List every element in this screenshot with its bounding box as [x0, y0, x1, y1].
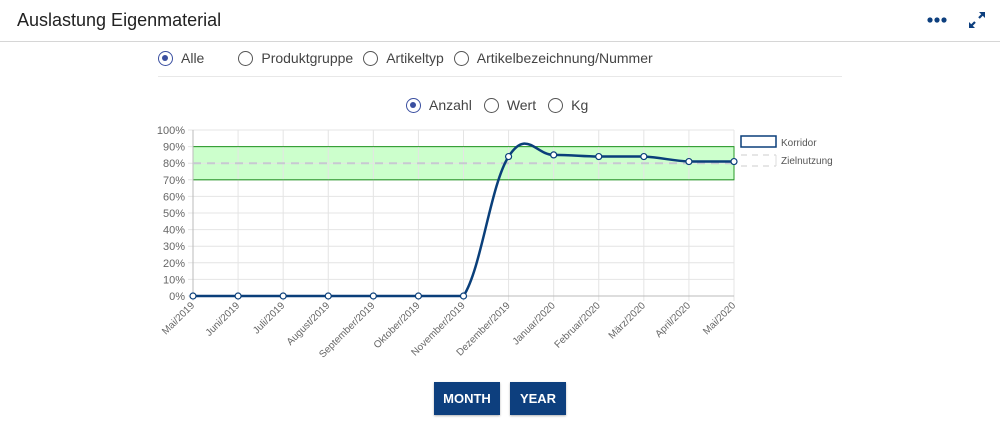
data-point: [685, 157, 693, 166]
data-point: [730, 157, 738, 166]
radio-label: Kg: [571, 97, 589, 113]
measure-filter: Anzahl Wert Kg: [406, 97, 588, 113]
data-point: [369, 292, 377, 300]
data-point: [189, 292, 197, 300]
legend-label-korridor: Korridor: [781, 138, 817, 149]
radio-circle[interactable]: [158, 50, 173, 66]
month-button[interactable]: MONTH: [434, 382, 500, 415]
radio-circle[interactable]: [406, 97, 421, 113]
x-tick-label: Juli/2019: [251, 300, 287, 336]
data-point: [595, 152, 603, 161]
x-tick-label: März/2020: [607, 300, 648, 341]
x-tick-label: Januar/2020: [511, 300, 558, 347]
utilization-chart: 0% 10% 20% 30% 40% 50% 60% 70% 80% 90% 100% Mai/201…: [157, 125, 833, 360]
x-tick-label: Februar/2020: [553, 300, 604, 351]
x-tick-label: Mai/2019: [160, 300, 197, 337]
x-tick-label: April/2020: [653, 300, 693, 340]
x-tick-label: Oktober/2019: [372, 300, 423, 351]
radio-kg[interactable]: Kg: [548, 97, 588, 113]
radio-label: Artikelbezeichnung/Nummer: [476, 50, 653, 66]
y-tick-label: 10%: [163, 274, 185, 286]
data-point: [550, 151, 558, 159]
data-point: [504, 152, 513, 161]
x-tick-label: August/2019: [285, 300, 333, 348]
radio-label: Wert: [506, 97, 537, 113]
group-filter: Alle Produktgruppe Artikeltyp Artikelbez…: [158, 50, 653, 66]
x-tick-label: Juni/2019: [204, 300, 243, 339]
radio-circle[interactable]: [453, 50, 469, 66]
expand-arrows-icon[interactable]: [966, 9, 988, 31]
y-tick-label: 80%: [163, 158, 185, 170]
data-point: [459, 292, 468, 300]
panel-header: Auslastung Eigenmaterial: [0, 0, 1000, 42]
data-point: [640, 152, 648, 161]
legend-swatch-korridor: [740, 135, 777, 148]
radio-wert[interactable]: Wert: [483, 97, 537, 113]
data-point: [279, 292, 287, 300]
y-tick-label: 90%: [163, 142, 185, 154]
radio-artikelbezeichnung[interactable]: Artikelbezeichnung/Nummer: [453, 50, 653, 66]
panel-title: Auslastung Eigenmaterial: [17, 10, 222, 30]
radio-label: Artikeltyp: [386, 50, 444, 66]
data-point: [234, 292, 242, 300]
data-point: [414, 292, 423, 300]
year-button[interactable]: YEAR: [510, 382, 566, 415]
legend-label-zielnutzung: Zielnutzung: [781, 156, 833, 167]
radio-label: Anzahl: [429, 97, 472, 113]
y-tick-label: 70%: [163, 175, 185, 187]
data-point: [324, 292, 332, 300]
y-tick-label: 100%: [157, 125, 185, 137]
more-horizontal-icon[interactable]: [926, 15, 948, 25]
y-tick-label: 20%: [163, 258, 185, 270]
y-tick-label: 30%: [163, 241, 185, 253]
radio-circle[interactable]: [483, 97, 499, 113]
radio-artikeltyp[interactable]: Artikeltyp: [363, 50, 444, 66]
radio-produktgruppe[interactable]: Produktgruppe: [238, 50, 353, 66]
radio-anzahl[interactable]: Anzahl: [406, 97, 472, 113]
radio-alle[interactable]: Alle: [158, 50, 204, 66]
x-tick-label: Mai/2020: [701, 300, 738, 337]
y-tick-label: 50%: [163, 208, 185, 220]
radio-label: Alle: [181, 50, 205, 66]
radio-circle[interactable]: [548, 97, 564, 113]
y-tick-label: 40%: [163, 225, 185, 237]
y-tick-label: 0%: [169, 291, 185, 303]
divider: [158, 76, 842, 77]
radio-circle[interactable]: [363, 50, 379, 66]
y-tick-label: 60%: [163, 191, 185, 203]
radio-circle[interactable]: [238, 50, 254, 66]
radio-label: Produktgruppe: [261, 50, 354, 66]
